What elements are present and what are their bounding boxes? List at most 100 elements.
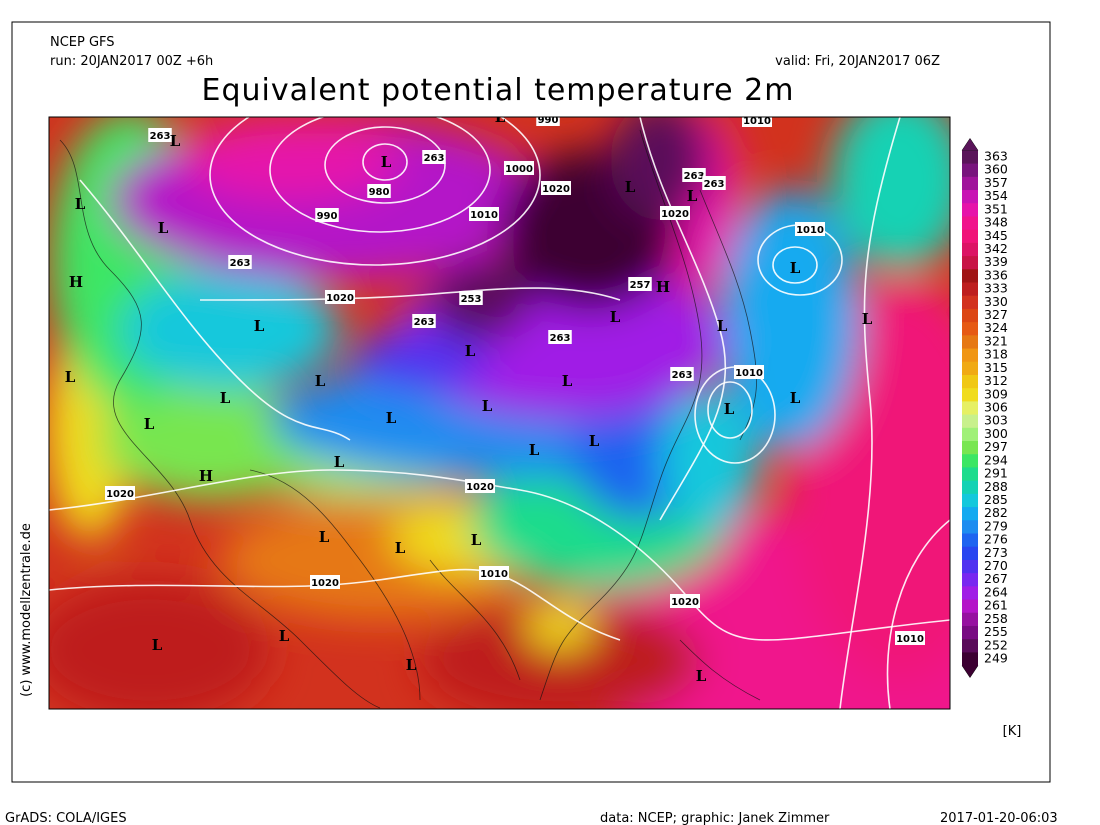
pressure-center: H	[656, 278, 670, 296]
colorbar-label: 306	[984, 400, 1008, 415]
label-box	[228, 255, 252, 269]
colorbar-label: 309	[984, 386, 1008, 401]
pressure-center: L	[406, 656, 417, 674]
pressure-center: L	[465, 342, 476, 360]
field-patch	[525, 600, 595, 650]
isobar-label: 1000	[505, 164, 533, 175]
pressure-center: L	[495, 108, 506, 126]
pressure-center: L	[334, 453, 345, 471]
colorbar-label: 330	[984, 294, 1008, 309]
colorbar-label: 270	[984, 558, 1008, 573]
colorbar-label: 348	[984, 215, 1008, 230]
colorbar-label: 339	[984, 254, 1008, 269]
colorbar-swatch	[962, 361, 978, 376]
colorbar-swatch	[962, 190, 978, 204]
colorbar-label: 345	[984, 228, 1008, 243]
colorbar-label: 351	[984, 201, 1008, 216]
pressure-center: H	[199, 467, 213, 485]
isobar-label: 1010	[743, 116, 771, 127]
isobar-label: 263	[150, 131, 171, 142]
colorbar-swatch	[962, 612, 978, 627]
colorbar-swatch	[962, 269, 978, 283]
colorbar-swatch	[962, 533, 978, 548]
colorbar-swatch	[962, 639, 978, 653]
isobar-label: 263	[704, 179, 725, 190]
colorbar-swatch	[962, 427, 978, 442]
colorbar-label: 297	[984, 439, 1008, 454]
colorbar-label: 279	[984, 518, 1008, 533]
label-box	[670, 594, 700, 608]
colorbar-label: 336	[984, 267, 1008, 282]
isobar-label: 1020	[661, 209, 689, 220]
pressure-center: L	[687, 187, 698, 205]
isobar-label: 263	[550, 333, 571, 344]
pressure-center: L	[610, 308, 621, 326]
colorbar-swatch	[962, 374, 978, 389]
field-patch	[660, 390, 760, 530]
colorbar-swatch	[962, 559, 978, 574]
colorbar-label: 294	[984, 452, 1008, 467]
field-patch	[830, 117, 950, 270]
colorbar-label: 258	[984, 611, 1008, 626]
label-box	[367, 184, 391, 198]
colorbar-label: 354	[984, 188, 1008, 203]
pressure-center: L	[381, 153, 392, 171]
colorbar-label: 360	[984, 162, 1008, 177]
colorbar-swatch	[962, 163, 978, 178]
colorbar-swatch	[962, 256, 978, 270]
colorbar-swatch	[962, 546, 978, 561]
footer-center: data: NCEP; graphic: Janek Zimmer	[600, 811, 830, 825]
field-patch	[720, 190, 860, 450]
colorbar-label: 252	[984, 637, 1008, 652]
colorbar-swatch	[962, 388, 978, 402]
colorbar-swatch	[962, 322, 978, 336]
label-box	[459, 291, 483, 305]
pressure-center: L	[220, 389, 231, 407]
isobars	[49, 117, 950, 709]
colorbar-swatch	[962, 414, 978, 429]
colorbar-swatch	[962, 401, 978, 416]
credit: (c) www.modellzentrale.de	[19, 523, 34, 697]
pressure-center: L	[717, 317, 728, 335]
label-box	[682, 168, 706, 182]
isobar-label: 257	[630, 280, 651, 291]
colorbar-label: 342	[984, 241, 1008, 256]
colorbar-swatch	[962, 507, 978, 521]
colorbar-swatch	[962, 295, 978, 310]
colorbar-label: 276	[984, 532, 1008, 547]
valid-label: valid: Fri, 20JAN2017 06Z	[775, 54, 940, 69]
colorbar-swatch	[962, 480, 978, 495]
pressure-center: L	[625, 178, 636, 196]
colorbar-swatch	[962, 203, 978, 217]
footer-left: GrADS: COLA/IGES	[5, 811, 127, 825]
colorbar-swatch	[962, 335, 978, 350]
colorbar-swatch	[962, 242, 978, 257]
isobar-label: 1010	[735, 368, 763, 379]
map-border	[48, 116, 951, 710]
model-label: NCEP GFS	[50, 35, 115, 50]
colorbar-label: 285	[984, 492, 1008, 507]
isobar-label: 1010	[470, 210, 498, 221]
isobar-label: 263	[672, 370, 693, 381]
colorbar-swatch	[962, 625, 978, 640]
title: Equivalent potential temperature 2m	[202, 73, 795, 108]
label-box	[412, 314, 436, 328]
pressure-center: L	[65, 368, 76, 386]
label-box	[148, 128, 172, 142]
colorbar-label: 288	[984, 479, 1008, 494]
colorbar-label: 318	[984, 347, 1008, 362]
colorbar-swatch	[962, 652, 978, 667]
colorbar-swatch	[962, 216, 978, 231]
field-patch	[49, 580, 270, 709]
pressure-center: L	[790, 389, 801, 407]
colorbar-swatch	[962, 586, 978, 601]
pressure-center: L	[862, 310, 873, 328]
isobar-label: 263	[414, 317, 435, 328]
map-labels: LL9901010263LL2631000L2632639801020L9901…	[65, 108, 925, 685]
colorbar-label: 315	[984, 360, 1008, 375]
colorbar-swatch	[962, 441, 978, 455]
colorbar-label: 267	[984, 571, 1008, 586]
colorbar-unit: [K]	[1003, 724, 1022, 739]
isobar-label: 1020	[326, 293, 354, 304]
